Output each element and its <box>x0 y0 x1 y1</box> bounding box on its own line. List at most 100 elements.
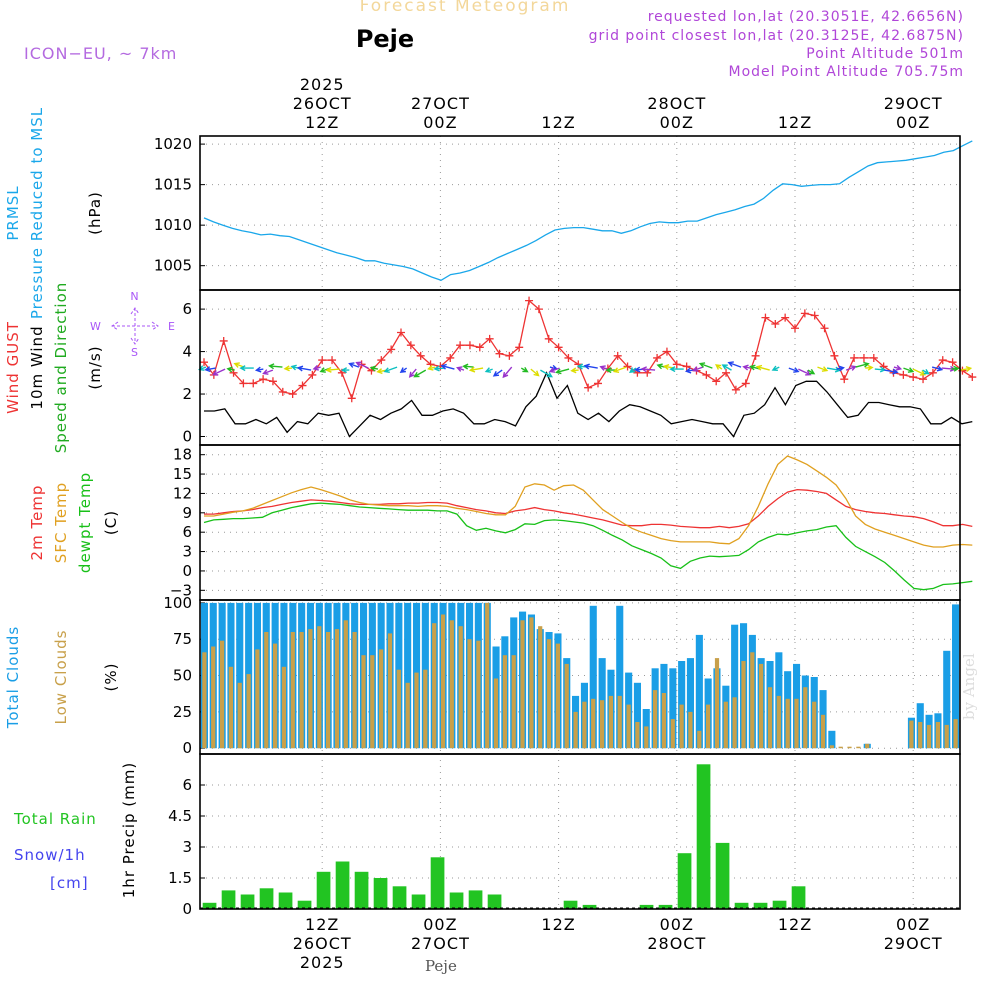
top-time-label: 00Z <box>423 113 457 132</box>
rain-bar <box>715 842 730 909</box>
gust-marker <box>948 358 957 367</box>
wind-direction-arrow <box>755 364 770 371</box>
low-cloud-bar <box>847 746 852 749</box>
footer-station: Peje <box>425 957 457 975</box>
low-cloud-bar <box>582 701 587 749</box>
low-cloud-bar <box>714 658 720 749</box>
gust-marker <box>219 336 228 345</box>
gust-marker <box>682 362 691 371</box>
wind-direction-arrow <box>211 368 226 376</box>
total-cloud-bar <box>616 605 624 749</box>
gust-marker <box>919 375 928 384</box>
bottom-time-label: 27OCT <box>411 934 470 953</box>
low-cloud-bar <box>723 701 728 749</box>
low-cloud-bar <box>909 720 914 749</box>
wind-direction-arrow <box>427 364 436 371</box>
panel-frame <box>199 753 961 910</box>
low-cloud-bar <box>653 690 658 749</box>
rain-bar <box>734 902 749 909</box>
low-cloud-bar <box>820 714 826 749</box>
gust-marker <box>278 387 287 396</box>
gust-marker <box>899 370 908 379</box>
top-time-label: 26OCT <box>293 94 352 113</box>
panel-label: (C) <box>102 510 120 535</box>
gust-marker <box>446 353 455 362</box>
wind-direction-arrow <box>684 367 694 374</box>
gust-marker <box>810 311 819 320</box>
total-cloud-bar <box>669 668 677 749</box>
compass-east: E <box>168 320 176 333</box>
series-prmsl <box>203 140 973 282</box>
gust-marker <box>456 341 465 350</box>
low-cloud-bar <box>573 711 578 749</box>
y-tick-label: 3 <box>182 543 192 561</box>
y-tick-label: 4.5 <box>168 807 192 825</box>
wind-direction-arrow <box>742 364 751 371</box>
y-tick-label: 1015 <box>154 176 192 194</box>
y-tick-label: 9 <box>182 504 192 522</box>
wind-direction-arrow <box>268 363 283 370</box>
wind-direction-arrow <box>656 363 665 370</box>
wind-direction-arrow <box>931 365 944 372</box>
panel-precip <box>199 753 961 910</box>
top-time-label: 2025 <box>300 75 345 94</box>
panel-temperature <box>199 444 973 601</box>
low-cloud-bar <box>387 633 393 749</box>
bottom-time-label: 00Z <box>423 915 457 934</box>
wind-direction-arrow <box>727 361 742 368</box>
low-cloud-bar <box>741 661 746 749</box>
low-cloud-bar <box>493 678 499 749</box>
y-tick-label: 1005 <box>154 257 192 275</box>
low-cloud-bar <box>255 649 260 749</box>
wind-direction-arrow <box>788 367 800 373</box>
wind-direction-arrow <box>845 365 857 371</box>
top-time-label: 28OCT <box>647 94 706 113</box>
wind-direction-arrow <box>540 369 553 378</box>
gust-marker <box>850 353 859 362</box>
wind-direction-arrow <box>903 367 915 373</box>
gust-marker <box>643 368 652 377</box>
bottom-time-label: 12Z <box>305 915 339 934</box>
panel-label: Wind GUST <box>4 321 22 414</box>
bottom-time-label: 00Z <box>660 915 694 934</box>
rain-bar <box>582 904 597 909</box>
rain-bar <box>791 886 806 909</box>
wind-direction-arrow <box>922 368 930 375</box>
top-time-label: 00Z <box>660 113 694 132</box>
panel-wind <box>111 289 977 446</box>
gust-marker <box>505 351 514 360</box>
wind-direction-arrow <box>599 365 608 371</box>
total-cloud-bar <box>404 602 412 749</box>
low-cloud-bar <box>361 655 366 749</box>
low-cloud-bar <box>502 655 507 749</box>
low-cloud-bar <box>608 695 613 749</box>
wind-direction-arrow <box>960 366 973 372</box>
low-cloud-bar <box>317 626 322 749</box>
gust-marker <box>653 353 662 362</box>
wind-direction-arrow <box>555 368 570 375</box>
rain-bar <box>772 900 787 909</box>
low-cloud-bar <box>414 672 419 749</box>
low-cloud-bar <box>812 701 817 749</box>
wind-direction-arrow <box>383 366 398 373</box>
gust-marker <box>249 379 258 388</box>
total-cloud-bar <box>686 658 694 749</box>
rain-bar <box>259 888 274 909</box>
low-cloud-bar <box>600 700 605 749</box>
y-tick-label: 18 <box>173 446 192 464</box>
wind-direction-arrow <box>884 368 899 375</box>
rain-bar <box>677 853 692 909</box>
low-cloud-bar <box>635 722 640 749</box>
y-tick-label: 4 <box>182 343 192 361</box>
low-cloud-bar <box>458 626 463 749</box>
y-tick-label: 50 <box>173 667 192 685</box>
rain-bar <box>563 900 578 909</box>
rain-bar <box>297 900 312 909</box>
low-cloud-bar <box>264 632 269 749</box>
low-cloud-bar <box>918 722 923 749</box>
y-tick-label: 75 <box>173 630 192 648</box>
low-cloud-bar <box>220 640 225 749</box>
gust-marker <box>465 341 474 350</box>
low-cloud-bar <box>281 666 286 749</box>
low-cloud-bar <box>732 697 737 749</box>
